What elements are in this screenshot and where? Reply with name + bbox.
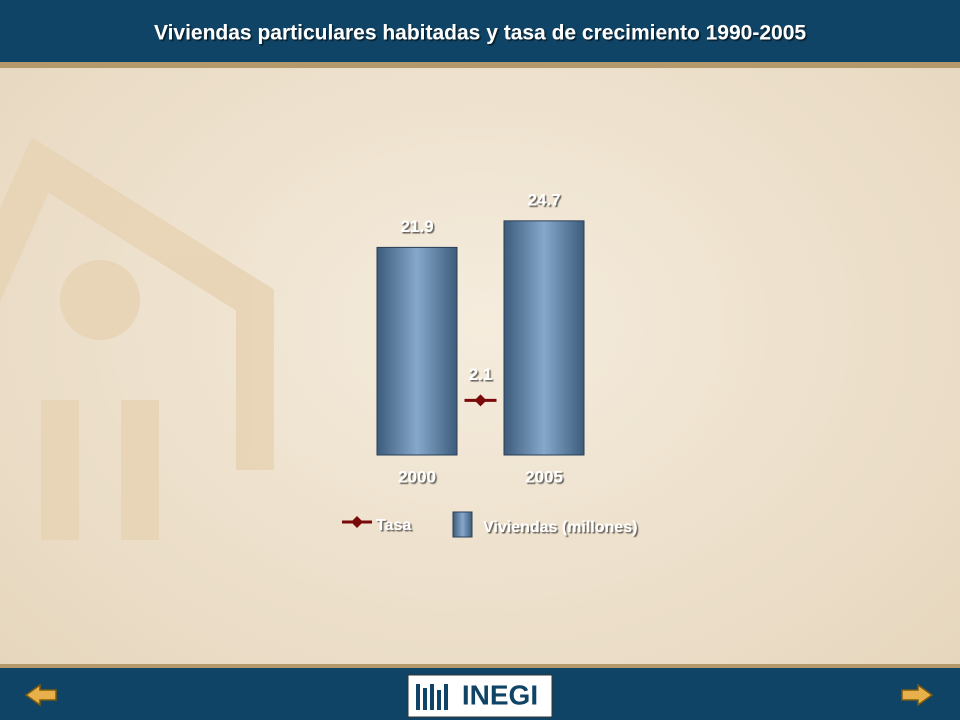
bar	[503, 220, 585, 456]
legend-label: Viviendas (millones)	[483, 519, 637, 536]
legend-marker	[351, 516, 363, 528]
x-tick-label: 2000	[398, 467, 436, 486]
value-label: 24.7	[527, 190, 560, 209]
header	[0, 0, 960, 62]
legend-swatch	[452, 511, 473, 538]
value-label: 2.1	[469, 365, 493, 384]
legend-label: Tasa	[376, 517, 411, 534]
logo-text: INEGI	[462, 679, 538, 710]
next-button[interactable]	[901, 683, 934, 707]
value-label: 21.9	[400, 217, 433, 236]
chart-title: Viviendas particulares habitadas y tasa …	[154, 22, 806, 45]
prev-button[interactable]	[24, 683, 57, 707]
watermark	[0, 137, 274, 540]
header-rule	[0, 62, 960, 68]
logo-bars	[416, 684, 448, 710]
x-tick-label: 2005	[525, 467, 563, 486]
footer-rule	[0, 664, 960, 668]
rate-point	[474, 394, 487, 407]
bar	[376, 246, 458, 456]
